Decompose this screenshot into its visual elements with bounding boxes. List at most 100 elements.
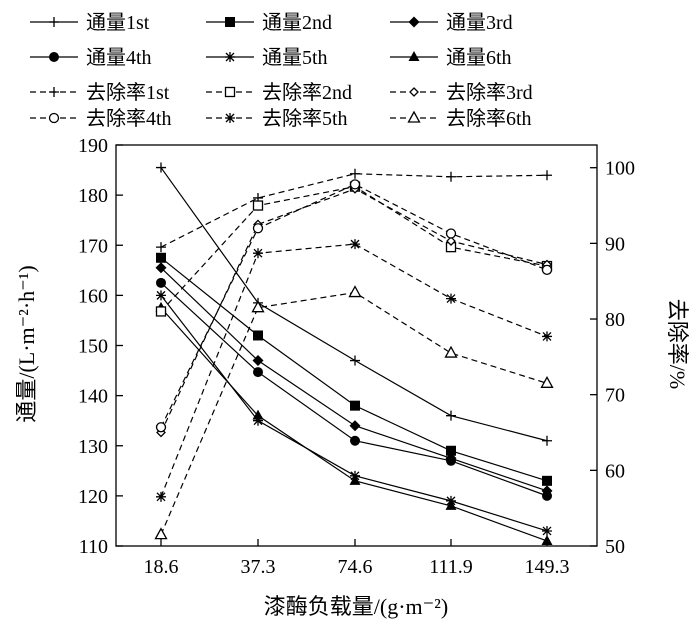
legend-marker (48, 112, 60, 124)
legend-marker (408, 16, 420, 28)
data-point (446, 171, 456, 182)
data-point (350, 355, 360, 366)
data-point (156, 491, 166, 502)
legend-label: 去除率4th (86, 107, 172, 130)
legend-label: 去除率1st (86, 81, 170, 104)
legend-label: 去除率5th (262, 107, 348, 130)
data-point (253, 330, 263, 341)
legend-marker (49, 87, 59, 97)
y-right-tick-label: 90 (605, 233, 625, 255)
axes: 110 120 130 140 150 160 170 180 190 50 60 70 80 90 100… (78, 135, 635, 578)
legend-label: 通量3rd (446, 11, 513, 34)
data-point (349, 420, 361, 432)
data-point (155, 306, 167, 317)
y-axis-right-label: 去除率/% (665, 299, 690, 389)
legend-marker (225, 52, 235, 62)
data-point (445, 499, 457, 510)
data-point (446, 293, 456, 304)
legend-marker (408, 51, 420, 61)
data-point (541, 534, 553, 545)
series-line (160, 243, 548, 498)
data-point (350, 435, 360, 446)
data-point (446, 410, 456, 421)
x-tick-label: 37.3 (241, 556, 276, 578)
data-point (542, 475, 552, 486)
data-point (252, 355, 264, 367)
series-line (160, 188, 548, 433)
data-point (349, 179, 361, 190)
y-left-tick-label: 160 (78, 285, 108, 307)
series-1 (156, 162, 552, 446)
legend-entry: 去除率6th (390, 107, 532, 130)
legend-marker (225, 17, 235, 27)
legend-marker (407, 110, 421, 123)
data-point (446, 236, 456, 247)
data-point (542, 490, 552, 501)
legend-entry: 通量3rd (390, 11, 513, 34)
y-left-tick-label: 150 (78, 336, 108, 358)
data-point (252, 200, 264, 211)
series-2 (156, 252, 552, 486)
series-line (160, 295, 548, 532)
plot-area (154, 162, 554, 545)
y-left-tick-label: 120 (78, 486, 108, 508)
y-right-tick-label: 100 (605, 158, 635, 180)
data-point (154, 527, 168, 540)
series-line (160, 267, 548, 492)
data-point (444, 345, 458, 358)
data-point (542, 525, 552, 536)
data-point (156, 277, 166, 288)
legend-entry: 去除率4th (30, 107, 172, 130)
data-point (251, 300, 265, 313)
legend-entry: 去除率1st (30, 81, 170, 104)
data-point (446, 455, 456, 466)
y-left-tick-label: 190 (78, 135, 108, 157)
legend-label: 通量2nd (262, 11, 332, 34)
series-line (160, 282, 548, 497)
series-4 (156, 277, 552, 501)
y-axis-left-label: 通量/(L·m⁻²·h⁻¹) (14, 265, 39, 422)
data-point (253, 415, 263, 426)
y-left-tick-label: 130 (78, 436, 108, 458)
data-point (350, 239, 360, 250)
legend-entry: 去除率5th (206, 107, 348, 130)
data-point (155, 422, 167, 433)
legend: 通量1st 通量2nd 通量3rd 通量4th 通量5th 通量6th 去除率1st 去除率2… (30, 11, 533, 130)
legend-entry: 通量6th (390, 46, 512, 69)
y-right-tick-label: 60 (605, 460, 625, 482)
series-7 (156, 168, 552, 253)
legend-entry: 通量1st (30, 11, 150, 34)
legend-entry: 通量4th (30, 46, 152, 69)
series-5 (156, 290, 552, 536)
legend-label: 通量5th (262, 46, 328, 69)
series-line (160, 183, 548, 428)
x-axis-label: 漆酶负载量/(g·m⁻²) (264, 594, 448, 619)
series-3 (155, 262, 553, 497)
y-left-tick-label: 170 (78, 235, 108, 257)
series-line (160, 291, 548, 535)
series-12 (154, 285, 554, 540)
data-point (348, 285, 362, 298)
data-point (253, 248, 263, 259)
data-point (349, 474, 361, 485)
legend-label: 去除率2nd (262, 81, 352, 104)
series-10 (155, 179, 553, 433)
x-tick-label: 149.3 (525, 556, 570, 578)
y-right-tick-label: 80 (605, 309, 625, 331)
series-9 (156, 183, 552, 438)
data-point (156, 242, 166, 253)
legend-entry: 通量5th (206, 46, 328, 69)
data-point (156, 162, 166, 173)
legend-marker (224, 86, 236, 98)
data-point (445, 228, 457, 239)
data-point (540, 375, 554, 388)
data-point (156, 252, 166, 263)
x-tick-label: 74.6 (338, 556, 373, 578)
y-right-tick-label: 50 (605, 536, 625, 558)
data-point (252, 409, 264, 420)
data-point (252, 223, 264, 234)
legend-label: 去除率3rd (446, 81, 533, 104)
data-point (542, 170, 552, 181)
legend-entry: 通量2nd (206, 11, 332, 34)
